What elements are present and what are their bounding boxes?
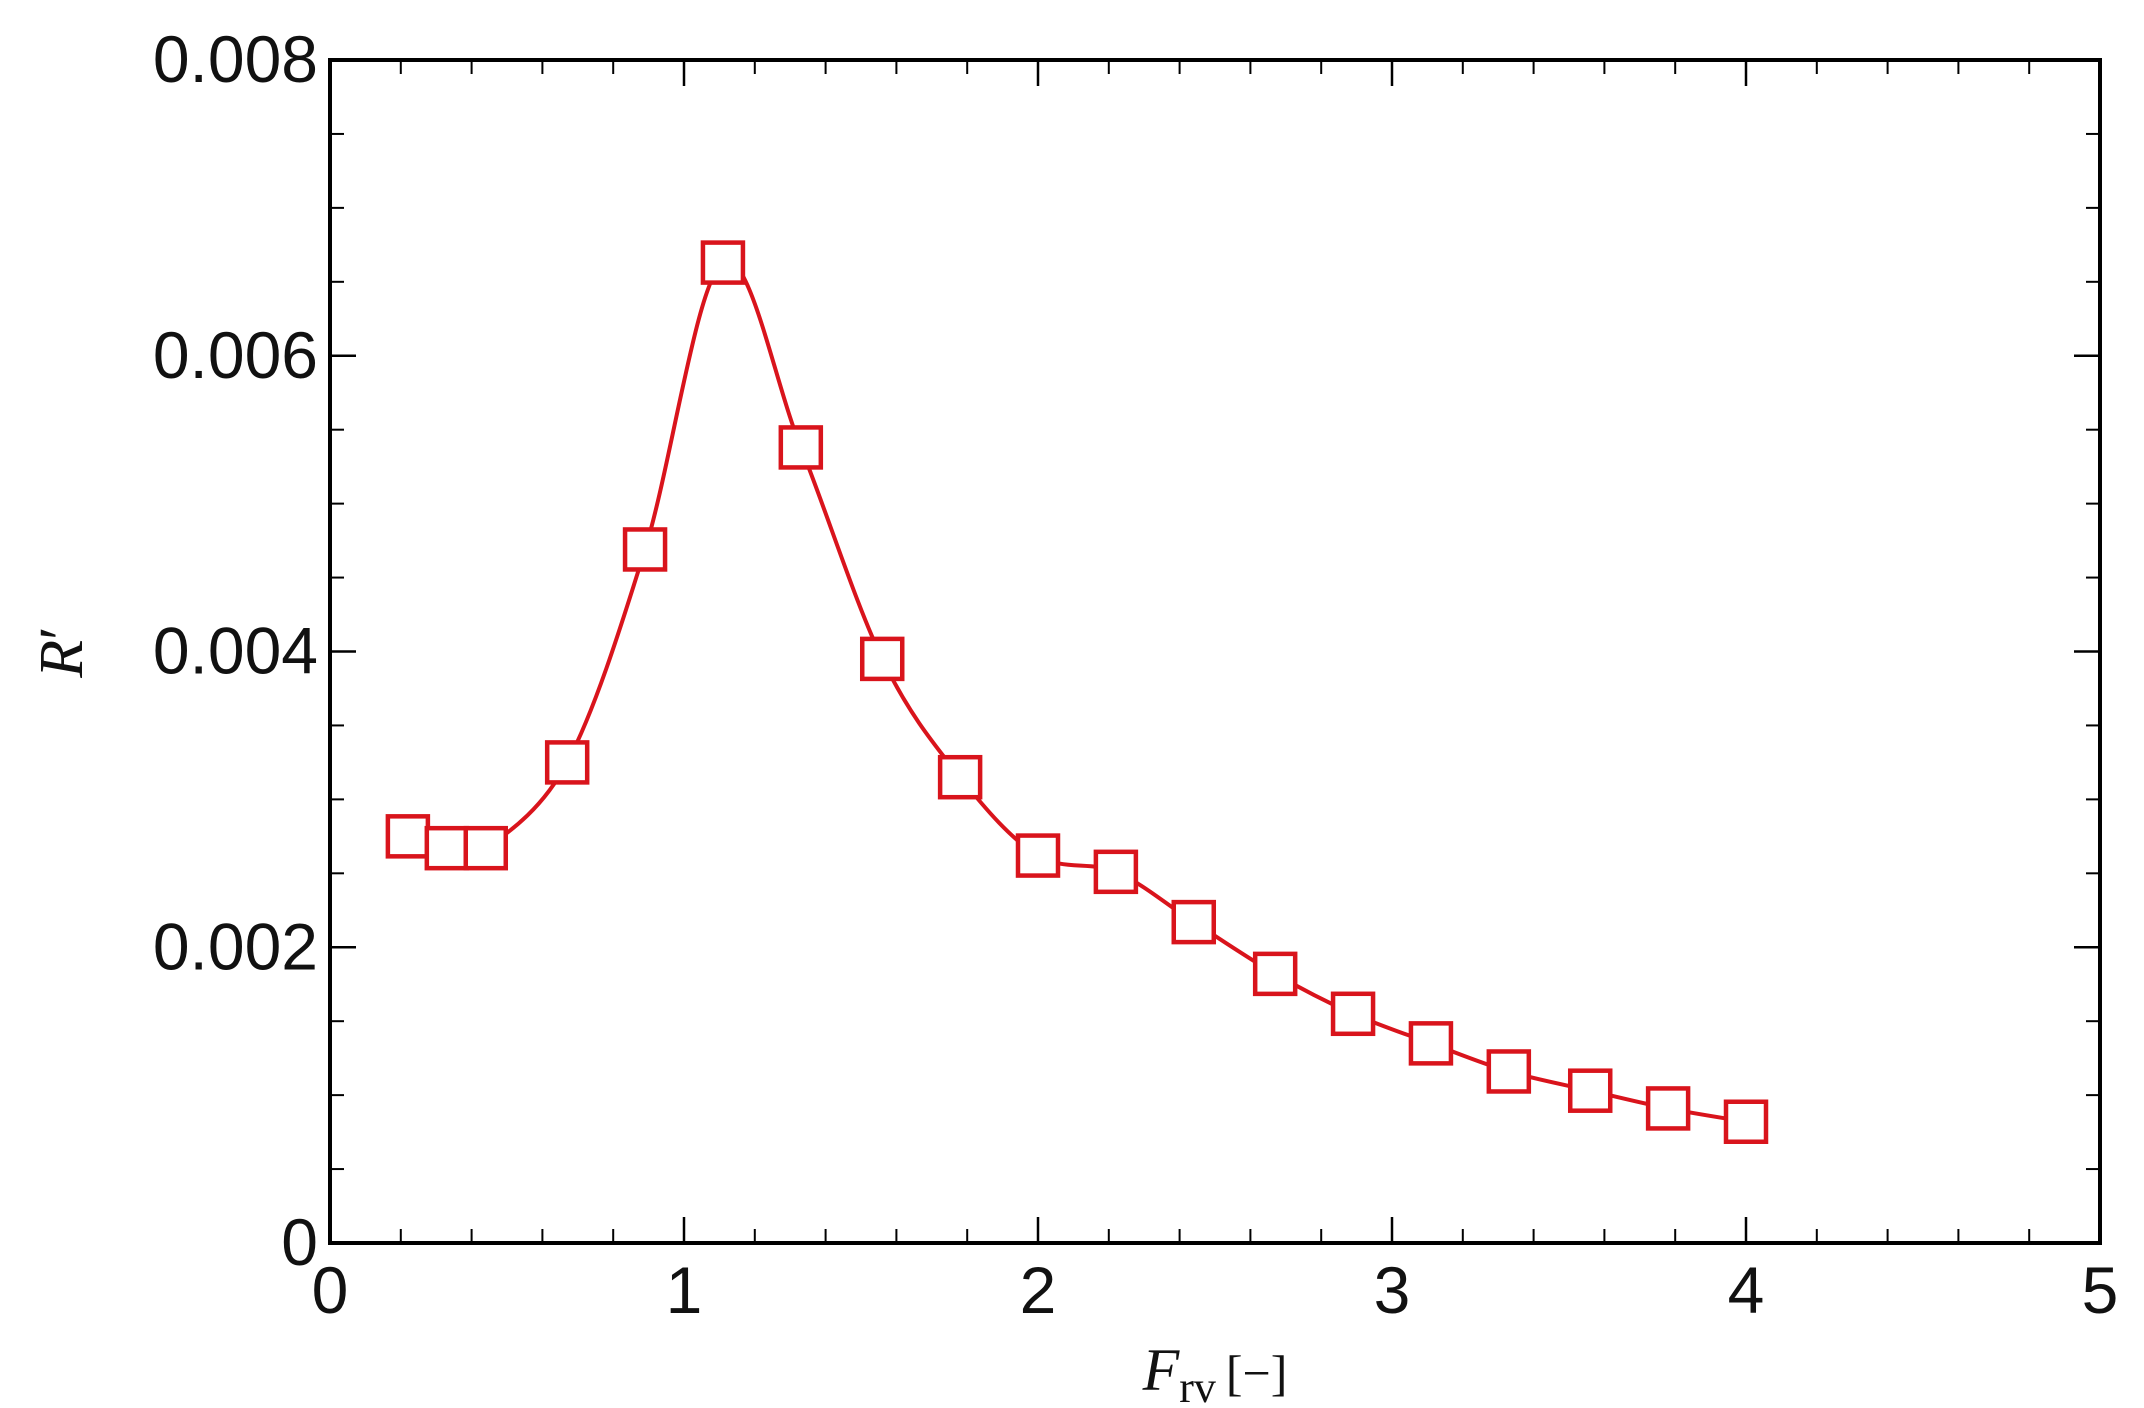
- data-point-marker: [1330, 991, 1376, 1037]
- y-tick-label: 0.002: [153, 909, 318, 983]
- data-point-marker: [463, 825, 509, 871]
- y-tick-label: 0.004: [153, 614, 318, 688]
- x-tick-label: 2: [1020, 1253, 1057, 1327]
- y-axis-prime: ′: [28, 626, 96, 640]
- data-point-marker: [424, 825, 470, 871]
- data-point-marker: [778, 425, 824, 470]
- y-tick-label: 0: [281, 1205, 318, 1279]
- data-point-marker: [1486, 1049, 1532, 1094]
- plot-frame: [328, 58, 2102, 1245]
- x-axis-unit: [−]: [1226, 1345, 1288, 1401]
- x-axis-subscript: rv: [1179, 1363, 1216, 1408]
- tick-labels: 0 1 2 3 4 5 0 0.002 0.004 0.006 0.008: [153, 22, 2119, 1327]
- x-tick-label: 1: [666, 1253, 703, 1327]
- series-curve: [407, 259, 1747, 1124]
- data-point-marker: [1723, 1099, 1769, 1144]
- x-tick-label: 0: [312, 1253, 349, 1327]
- minor-ticks: [330, 60, 2100, 1243]
- data-point-marker: [937, 754, 983, 800]
- x-tick-label: 3: [1374, 1253, 1411, 1327]
- x-tick-label: 5: [2082, 1253, 2119, 1327]
- data-point-marker: [1252, 951, 1298, 997]
- x-tick-label: 4: [1728, 1253, 1765, 1327]
- data-point-marker: [622, 527, 668, 572]
- y-axis-label: R′: [28, 626, 96, 678]
- series-layer: [385, 240, 1769, 1144]
- data-point-marker: [544, 740, 590, 785]
- data-point-marker: [859, 636, 905, 682]
- data-point-marker: [1645, 1086, 1691, 1131]
- data-point-marker: [1093, 849, 1139, 895]
- major-ticks: [328, 58, 2102, 1245]
- data-point-marker: [1408, 1021, 1454, 1066]
- data-point-marker: [1567, 1068, 1613, 1113]
- data-point-marker: [385, 814, 431, 859]
- data-point-marker: [1171, 899, 1217, 945]
- x-axis-label: Frv [−]: [1142, 1337, 1288, 1408]
- y-tick-label: 0.008: [153, 22, 318, 96]
- data-point-marker: [700, 240, 746, 285]
- y-axis-symbol: R: [28, 640, 96, 679]
- y-tick-label: 0.006: [153, 318, 318, 392]
- data-point-marker: [1015, 833, 1061, 878]
- x-axis-symbol: F: [1142, 1337, 1181, 1403]
